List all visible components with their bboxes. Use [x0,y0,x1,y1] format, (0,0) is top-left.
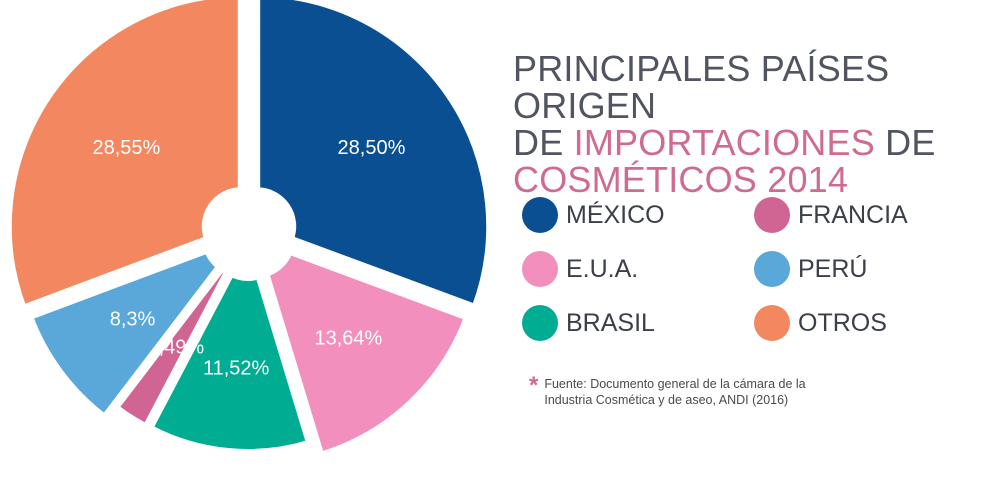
title-line-1: PRINCIPALES PAÍSES ORIGEN [513,48,890,126]
pie-label-otros: 28,55% [92,137,160,159]
title-line-3: COSMÉTICOS 2014 [513,159,849,200]
legend-item-otros: OTROS [754,305,954,341]
legend-swatch-mexico [522,197,558,233]
title-line-2: DE IMPORTACIONES DE [513,124,973,161]
pie-slice-brasil [147,270,313,455]
title-highlight-importaciones: IMPORTACIONES [573,122,875,163]
legend-item-brasil: BRASIL [522,305,754,341]
legend-item-francia: FRANCIA [754,197,954,233]
pie-label-brasil: 11,52% [203,357,270,379]
pie-slice-francia [113,266,230,430]
legend-swatch-eua [522,251,558,287]
pie-chart: 28,50%13,64%11,52%2,49%8,3%28,55% [5,0,493,458]
pie-slice-m-xico [254,0,493,310]
pie-slice-per [27,247,223,420]
legend-item-eua: E.U.A. [522,251,754,287]
legend-label-mexico: MÉXICO [566,200,665,229]
legend-swatch-brasil [522,305,558,341]
source-text: Fuente: Documento general de la cámara d… [544,377,806,407]
pie-slice-otros [5,0,244,311]
legend-label-peru: PERÚ [798,254,868,283]
legend-item-mexico: MÉXICO [522,197,754,233]
legend-label-eua: E.U.A. [566,254,639,283]
pie-label-per: 8,3% [110,308,156,330]
legend-label-brasil: BRASIL [566,308,655,337]
legend: MÉXICO FRANCIA E.U.A. PERÚ BRASIL OTROS [522,197,962,341]
source-note: * Fuente: Documento general de la cámara… [529,372,829,408]
legend-swatch-peru [754,251,790,287]
chart-title: PRINCIPALES PAÍSES ORIGEN DE IMPORTACION… [513,50,973,198]
legend-label-otros: OTROS [798,308,887,337]
asterisk-icon: * [529,372,539,399]
pie-label-e-u-a: 13,64% [314,328,382,350]
legend-swatch-otros [754,305,790,341]
legend-swatch-francia [754,197,790,233]
legend-item-peru: PERÚ [754,251,954,287]
title-line-2-prefix: DE [513,122,574,163]
pie-slice-e-u-a [263,248,470,458]
pie-label-m-xico: 28,50% [338,137,406,159]
legend-label-francia: FRANCIA [798,200,908,229]
title-line-2-suffix: DE [874,122,936,163]
